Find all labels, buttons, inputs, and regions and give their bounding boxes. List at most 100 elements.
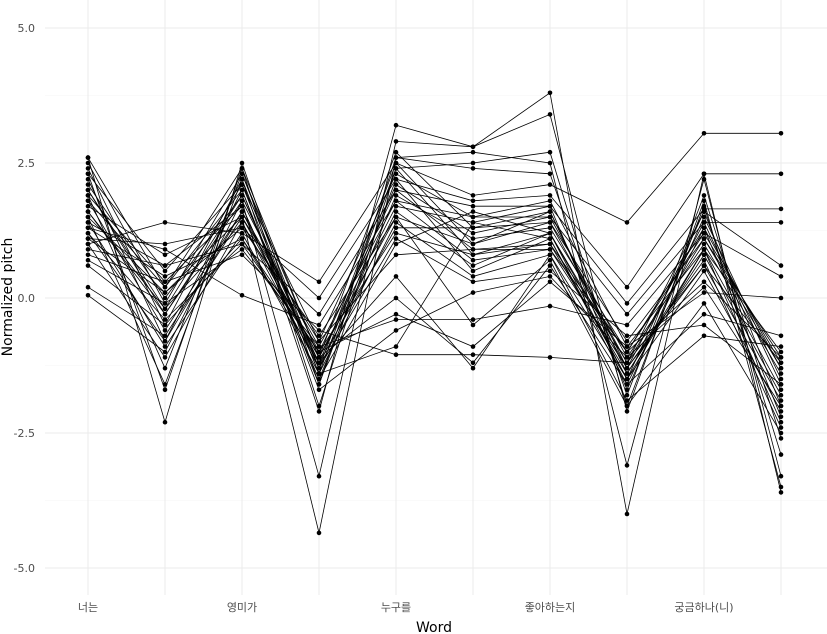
data-point (470, 247, 476, 252)
data-point (624, 355, 630, 360)
data-point (701, 301, 707, 306)
data-point (239, 293, 245, 298)
data-point (85, 176, 91, 182)
data-point (778, 365, 784, 371)
data-point (85, 252, 91, 258)
data-point (162, 355, 168, 360)
data-point (778, 414, 784, 420)
data-point (701, 322, 707, 328)
data-point (85, 214, 91, 220)
data-point (85, 209, 91, 214)
data-point (393, 274, 399, 279)
data-point (316, 360, 322, 366)
data-point (547, 247, 553, 252)
data-point (778, 398, 784, 403)
data-point (393, 328, 399, 333)
series-line-34 (87, 183, 782, 423)
data-point (701, 311, 707, 317)
data-point (547, 252, 553, 258)
series-line-13 (87, 221, 782, 412)
data-point (316, 355, 322, 360)
data-point (316, 333, 322, 339)
data-point (316, 530, 322, 536)
data-point (162, 295, 168, 301)
data-point (778, 419, 784, 425)
data-point (778, 344, 784, 349)
data-point (393, 187, 399, 193)
data-point (162, 241, 168, 247)
data-point (162, 268, 168, 274)
data-point (701, 214, 707, 220)
data-point (162, 252, 168, 258)
data-point (162, 274, 168, 279)
x-tick-label: 궁금하나(니) (674, 600, 733, 614)
data-point (316, 382, 322, 387)
data-point (547, 257, 553, 263)
y-tick-label: 5.0 (18, 22, 36, 35)
data-point (470, 236, 476, 241)
data-point (85, 263, 91, 268)
data-point (624, 511, 630, 517)
data-point (778, 452, 784, 457)
series-line-26 (87, 232, 782, 348)
data-point (778, 484, 784, 490)
data-point (316, 328, 322, 333)
series-line-17 (87, 151, 782, 455)
data-point (239, 252, 245, 258)
data-point (85, 187, 91, 193)
data-point (470, 144, 476, 150)
data-point (778, 349, 784, 355)
data-point (470, 241, 476, 247)
y-tick-label: 0.0 (18, 292, 36, 305)
data-point (778, 263, 784, 268)
data-point (239, 166, 245, 171)
data-point (624, 382, 630, 387)
data-point (547, 149, 553, 155)
data-point (701, 209, 707, 214)
data-point (701, 236, 707, 241)
data-point (85, 241, 91, 247)
data-point (778, 392, 784, 398)
data-point (778, 430, 784, 436)
data-point (470, 203, 476, 209)
data-point (239, 176, 245, 182)
data-point (624, 349, 630, 355)
data-point (162, 247, 168, 252)
data-point (162, 338, 168, 344)
data-point (393, 230, 399, 236)
data-point (778, 403, 784, 409)
data-point (470, 365, 476, 371)
data-point (778, 171, 784, 177)
data-point (624, 333, 630, 339)
data-point (470, 252, 476, 258)
data-point (316, 409, 322, 414)
data-point (162, 220, 168, 225)
data-point (470, 225, 476, 231)
data-point (393, 352, 399, 358)
data-point (624, 463, 630, 468)
data-point (624, 311, 630, 317)
data-point (624, 392, 630, 398)
data-point (162, 317, 168, 322)
data-point (778, 220, 784, 225)
data-point (162, 279, 168, 285)
data-point (470, 198, 476, 204)
data-point (393, 295, 399, 301)
data-point (393, 236, 399, 241)
data-point (239, 160, 245, 166)
data-point (701, 284, 707, 290)
y-axis-ticks: 5.0 2.5 0.0 -2.5 -5.0 (14, 22, 35, 575)
data-point (624, 398, 630, 403)
data-point (624, 338, 630, 344)
data-point (778, 274, 784, 279)
data-point (470, 257, 476, 263)
data-point (239, 247, 245, 252)
series-points (85, 90, 784, 536)
series-line-19 (87, 92, 782, 515)
data-point (162, 328, 168, 333)
data-point (547, 160, 553, 166)
data-point (778, 376, 784, 382)
data-point (393, 220, 399, 225)
series-line-21 (87, 132, 781, 283)
